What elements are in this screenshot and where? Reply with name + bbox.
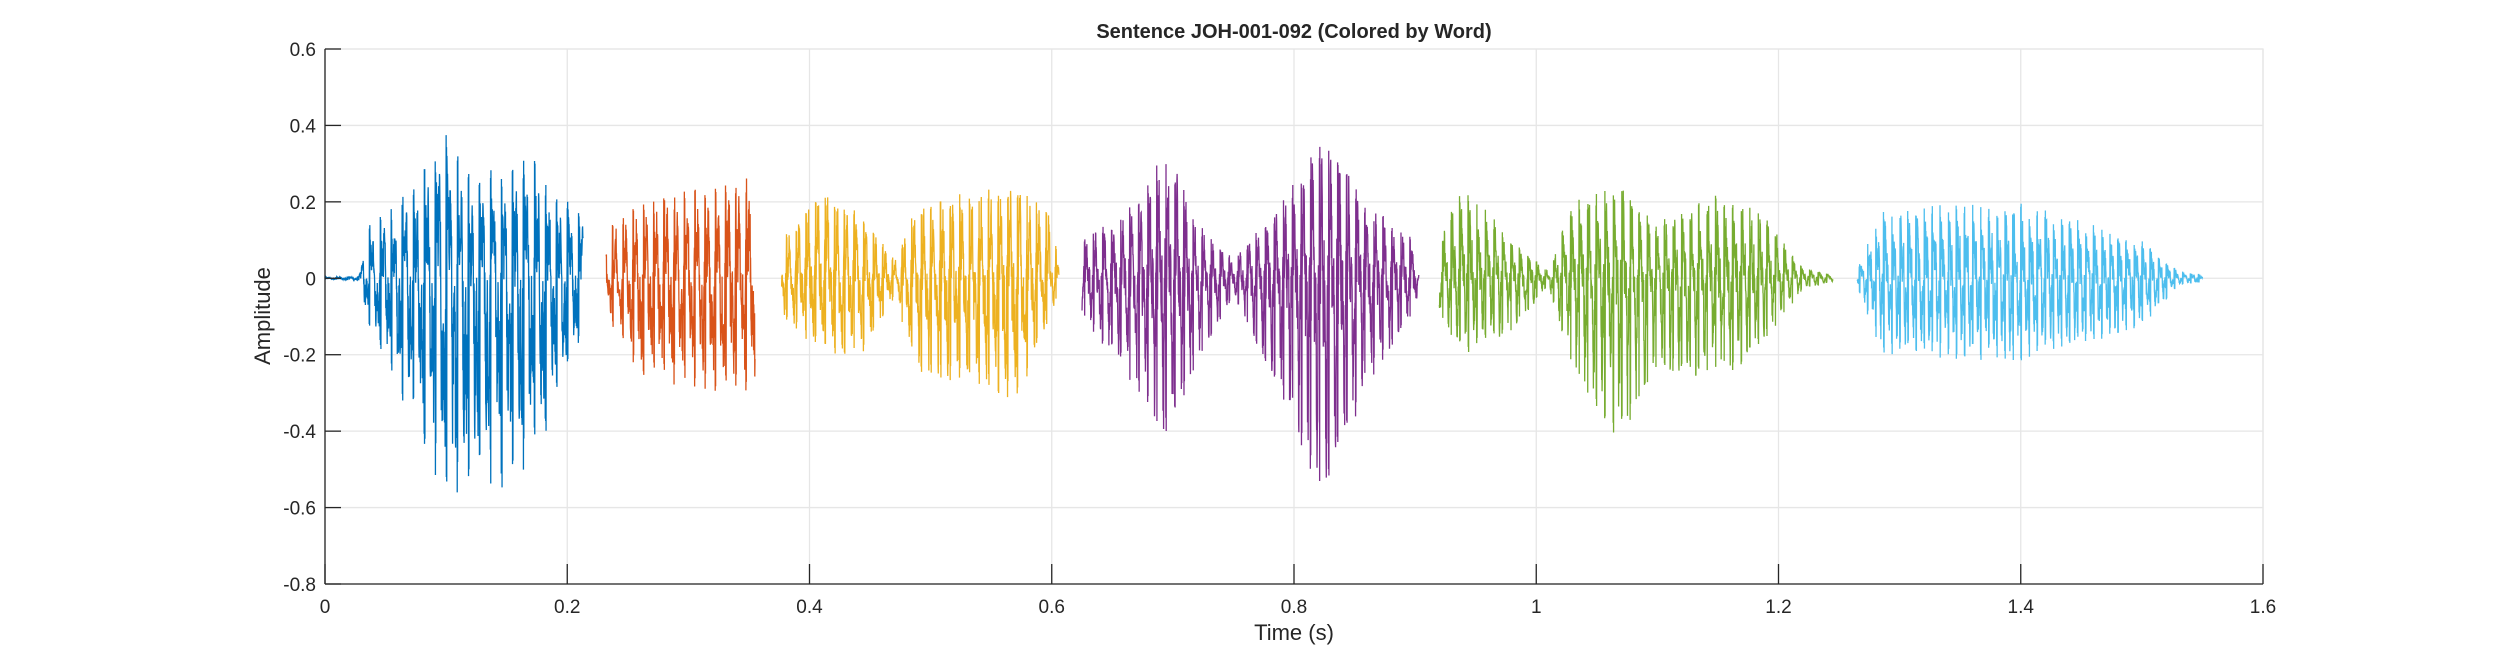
x-tick-label: 0.4 (796, 597, 823, 618)
x-axis-label: Time (s) (1254, 620, 1334, 645)
waveform-word-3 (780, 189, 1060, 398)
waveform-word-4 (1081, 146, 1420, 482)
waveform-word-1 (324, 135, 584, 493)
y-tick-label: -0.6 (283, 499, 316, 520)
y-tick-label: -0.2 (283, 346, 316, 367)
x-tick-label: 0 (320, 597, 331, 618)
y-axis-label: Amplitude (250, 267, 275, 365)
waveform-word-6 (1856, 203, 2204, 361)
y-tick-label: 0.6 (290, 40, 316, 61)
waveform-word-2 (605, 178, 756, 391)
y-tick-label: -0.8 (283, 575, 316, 596)
x-tick-label: 1.2 (1765, 597, 1791, 618)
x-tick-label: 0.6 (1039, 597, 1065, 618)
x-tick-label: 1.4 (2008, 597, 2035, 618)
x-tick-label: 0.8 (1281, 597, 1307, 618)
y-tick-label: 0.4 (290, 116, 317, 137)
y-tick-label: 0.2 (290, 193, 316, 214)
y-tick-label: 0 (305, 269, 316, 290)
axes: 0 0.2 0.4 0.6 0.8 1 1.2 1.4 1.6 0.6 0.4 0.2 0 -0.2 -0.… (283, 40, 2276, 618)
chart-title: Sentence JOH-001-092 (Colored by Word) (1096, 21, 1491, 43)
y-tick-label: -0.4 (283, 422, 316, 443)
waveform-series (324, 135, 2204, 493)
x-tick-label: 0.2 (554, 597, 580, 618)
x-tick-label: 1 (1531, 597, 1542, 618)
waveform-word-5 (1438, 190, 1834, 433)
x-tick-label: 1.6 (2250, 597, 2276, 618)
